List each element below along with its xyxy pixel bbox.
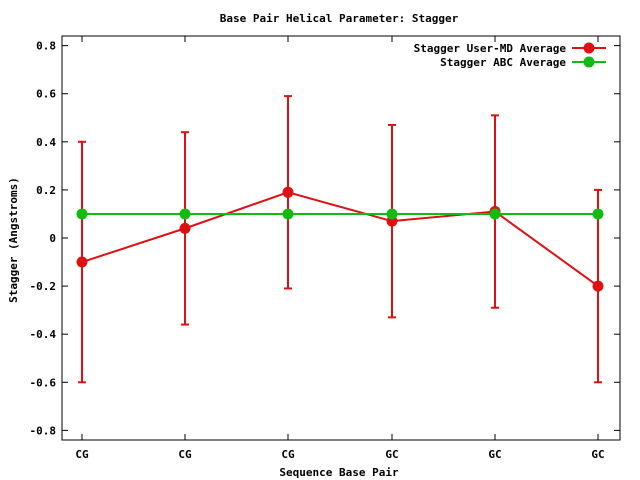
y-tick-label: 0.8 xyxy=(36,40,56,53)
y-tick-label: 0.6 xyxy=(36,88,56,101)
data-point-user-md xyxy=(76,256,88,268)
legend-label: Stagger ABC Average xyxy=(440,56,566,69)
x-tick-label: GC xyxy=(385,448,398,461)
x-axis-label: Sequence Base Pair xyxy=(279,466,399,479)
plot-frame xyxy=(61,35,621,441)
y-tick-label: 0.4 xyxy=(36,136,56,149)
series-layer xyxy=(76,95,604,384)
x-tick-label: GC xyxy=(488,448,501,461)
series-line-user-md xyxy=(81,191,599,287)
x-tick-label: GC xyxy=(591,448,604,461)
data-point-user-md xyxy=(282,186,294,198)
x-axis: CG CG CG GC GC GC xyxy=(75,36,605,461)
data-point-abc xyxy=(76,208,88,220)
x-tick-label: CG xyxy=(281,448,295,461)
data-point-user-md xyxy=(592,280,604,292)
y-tick-label: 0.2 xyxy=(36,184,56,197)
y-tick-label: -0.4 xyxy=(30,328,57,341)
data-point-user-md xyxy=(179,222,191,234)
legend-label: Stagger User-MD Average xyxy=(414,42,567,55)
legend-marker xyxy=(583,42,595,54)
legend-marker xyxy=(583,56,595,68)
data-point-abc xyxy=(489,208,501,220)
y-tick-label: -0.2 xyxy=(30,280,57,293)
data-point-abc xyxy=(282,208,294,220)
data-point-abc xyxy=(386,208,398,220)
x-tick-label: CG xyxy=(178,448,192,461)
plot-border xyxy=(61,35,621,441)
y-tick-label: -0.8 xyxy=(30,424,57,437)
data-point-abc xyxy=(592,208,604,220)
y-axis-label: Stagger (Angstroms) xyxy=(7,177,20,303)
y-axis: -0.8 -0.6 -0.4 -0.2 0 0.2 0.4 0.6 0.8 xyxy=(30,40,620,437)
x-tick-label: CG xyxy=(75,448,89,461)
chart-title: Base Pair Helical Parameter: Stagger xyxy=(220,12,459,25)
y-tick-label: 0 xyxy=(49,232,56,245)
y-tick-label: -0.6 xyxy=(30,376,57,389)
data-point-abc xyxy=(179,208,191,220)
